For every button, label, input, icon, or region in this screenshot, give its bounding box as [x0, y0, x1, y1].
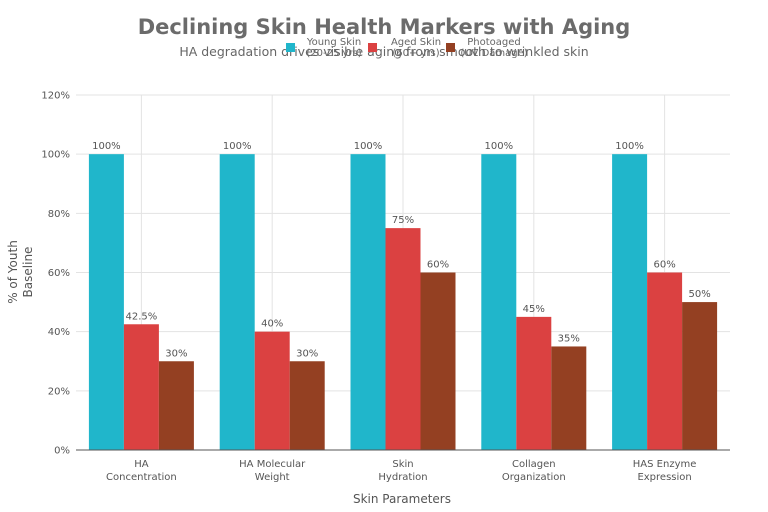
bar-photoaged-skin-hydration	[420, 272, 456, 450]
bar-young-skin-ha-molecular-weight	[219, 154, 255, 450]
x-tick-label: HA Concentration	[106, 459, 177, 483]
data-label: 35%	[558, 333, 580, 344]
bar-aged-skin-ha-concentration	[123, 324, 159, 450]
legend-swatch	[368, 43, 377, 52]
bar-young-skin-collagen-organization	[481, 154, 517, 450]
legend: Young Skin (20-25 yrs) Aged Skin (60+ yrs) P…	[286, 37, 528, 59]
data-label: 100%	[354, 141, 383, 152]
bar-young-skin-skin-hydration	[350, 154, 386, 450]
data-label: 60%	[653, 260, 675, 271]
data-label: 30%	[165, 348, 187, 359]
data-label: 45%	[523, 304, 545, 315]
bar-photoaged-collagen-organization	[551, 346, 587, 450]
data-label: 100%	[223, 141, 252, 152]
x-axis-title: Skin Parameters	[353, 492, 451, 506]
y-tick-label: 20%	[48, 386, 70, 397]
data-label: 100%	[485, 141, 514, 152]
data-label: 100%	[615, 141, 644, 152]
x-tick-label: Skin Hydration	[378, 459, 427, 483]
data-label: 42.5%	[126, 311, 158, 322]
y-axis-title: % of YouthBaseline	[6, 240, 35, 304]
data-label: 100%	[92, 141, 121, 152]
y-tick-label: 0%	[54, 446, 70, 457]
y-tick-label: 40%	[48, 327, 70, 338]
data-label: 30%	[296, 348, 318, 359]
legend-label: Young Skin (20-25 yrs)	[306, 37, 362, 59]
legend-label: Aged Skin (60+ yrs)	[391, 37, 441, 59]
y-axis-title-text: % of YouthBaseline	[6, 240, 35, 304]
y-tick-label: 60%	[48, 268, 70, 279]
bar-aged-skin-has-enzyme-expression	[647, 272, 683, 450]
chart-title: Declining Skin Health Markers with Aging	[138, 15, 631, 39]
x-tick-label: Collagen Organization	[502, 459, 566, 483]
y-tick-label: 100%	[41, 150, 70, 161]
bar-photoaged-ha-concentration	[158, 361, 194, 450]
bar-aged-skin-collagen-organization	[516, 316, 552, 450]
bar-aged-skin-skin-hydration	[385, 228, 421, 450]
y-tick-label: 80%	[48, 209, 70, 220]
data-label: 60%	[427, 260, 449, 271]
data-label: 50%	[688, 289, 710, 300]
bar-photoaged-ha-molecular-weight	[289, 361, 325, 450]
bar-young-skin-ha-concentration	[88, 154, 124, 450]
chart-subtitle: HA degradation drives visible aging from…	[179, 44, 588, 59]
y-tick-label: 120%	[41, 91, 70, 102]
legend-swatch	[286, 43, 295, 52]
legend-swatch	[446, 43, 455, 52]
legend-label: Photoaged (UV Damage)	[460, 37, 527, 59]
x-tick-label: HAS Enzyme Expression	[633, 459, 697, 483]
data-label: 40%	[261, 319, 283, 330]
bar-aged-skin-ha-molecular-weight	[254, 331, 290, 450]
data-label: 75%	[392, 215, 414, 226]
x-tick-label: HA Molecular Weight	[239, 459, 306, 483]
bars: 100% 42.5% 30% 100% 40% 30% 100% 75% 60% 100% 45% 3…	[88, 141, 718, 450]
bar-young-skin-has-enzyme-expression	[612, 154, 648, 450]
bar-photoaged-has-enzyme-expression	[682, 302, 718, 450]
